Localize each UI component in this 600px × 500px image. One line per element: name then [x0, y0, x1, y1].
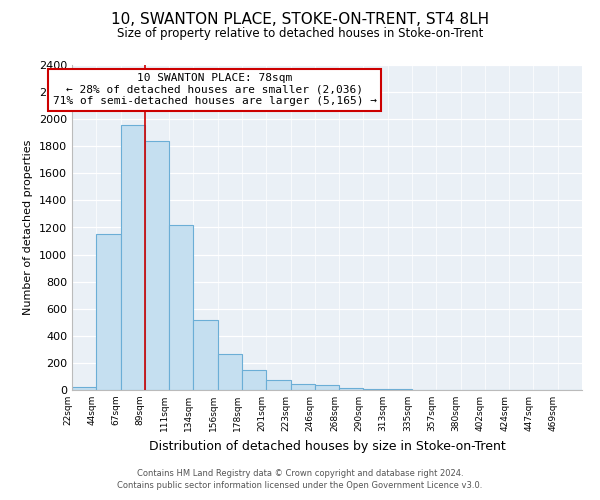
Bar [266, 380, 290, 390]
Bar [193, 320, 218, 390]
Bar [242, 370, 266, 390]
Bar [339, 388, 364, 390]
Bar [72, 386, 96, 390]
Bar [121, 124, 145, 390]
Y-axis label: Number of detached properties: Number of detached properties [23, 140, 34, 315]
Text: Contains HM Land Registry data © Crown copyright and database right 2024.: Contains HM Land Registry data © Crown c… [137, 468, 463, 477]
Text: 10 SWANTON PLACE: 78sqm
← 28% of detached houses are smaller (2,036)
71% of semi: 10 SWANTON PLACE: 78sqm ← 28% of detache… [53, 73, 377, 106]
Bar [145, 141, 169, 390]
Text: Contains public sector information licensed under the Open Government Licence v3: Contains public sector information licen… [118, 481, 482, 490]
Bar [364, 389, 388, 390]
Bar [290, 384, 315, 390]
Bar [218, 354, 242, 390]
Text: Size of property relative to detached houses in Stoke-on-Trent: Size of property relative to detached ho… [117, 28, 483, 40]
Bar [315, 386, 339, 390]
Bar [169, 225, 193, 390]
Text: 10, SWANTON PLACE, STOKE-ON-TRENT, ST4 8LH: 10, SWANTON PLACE, STOKE-ON-TRENT, ST4 8… [111, 12, 489, 28]
Bar [96, 234, 121, 390]
X-axis label: Distribution of detached houses by size in Stoke-on-Trent: Distribution of detached houses by size … [149, 440, 505, 452]
